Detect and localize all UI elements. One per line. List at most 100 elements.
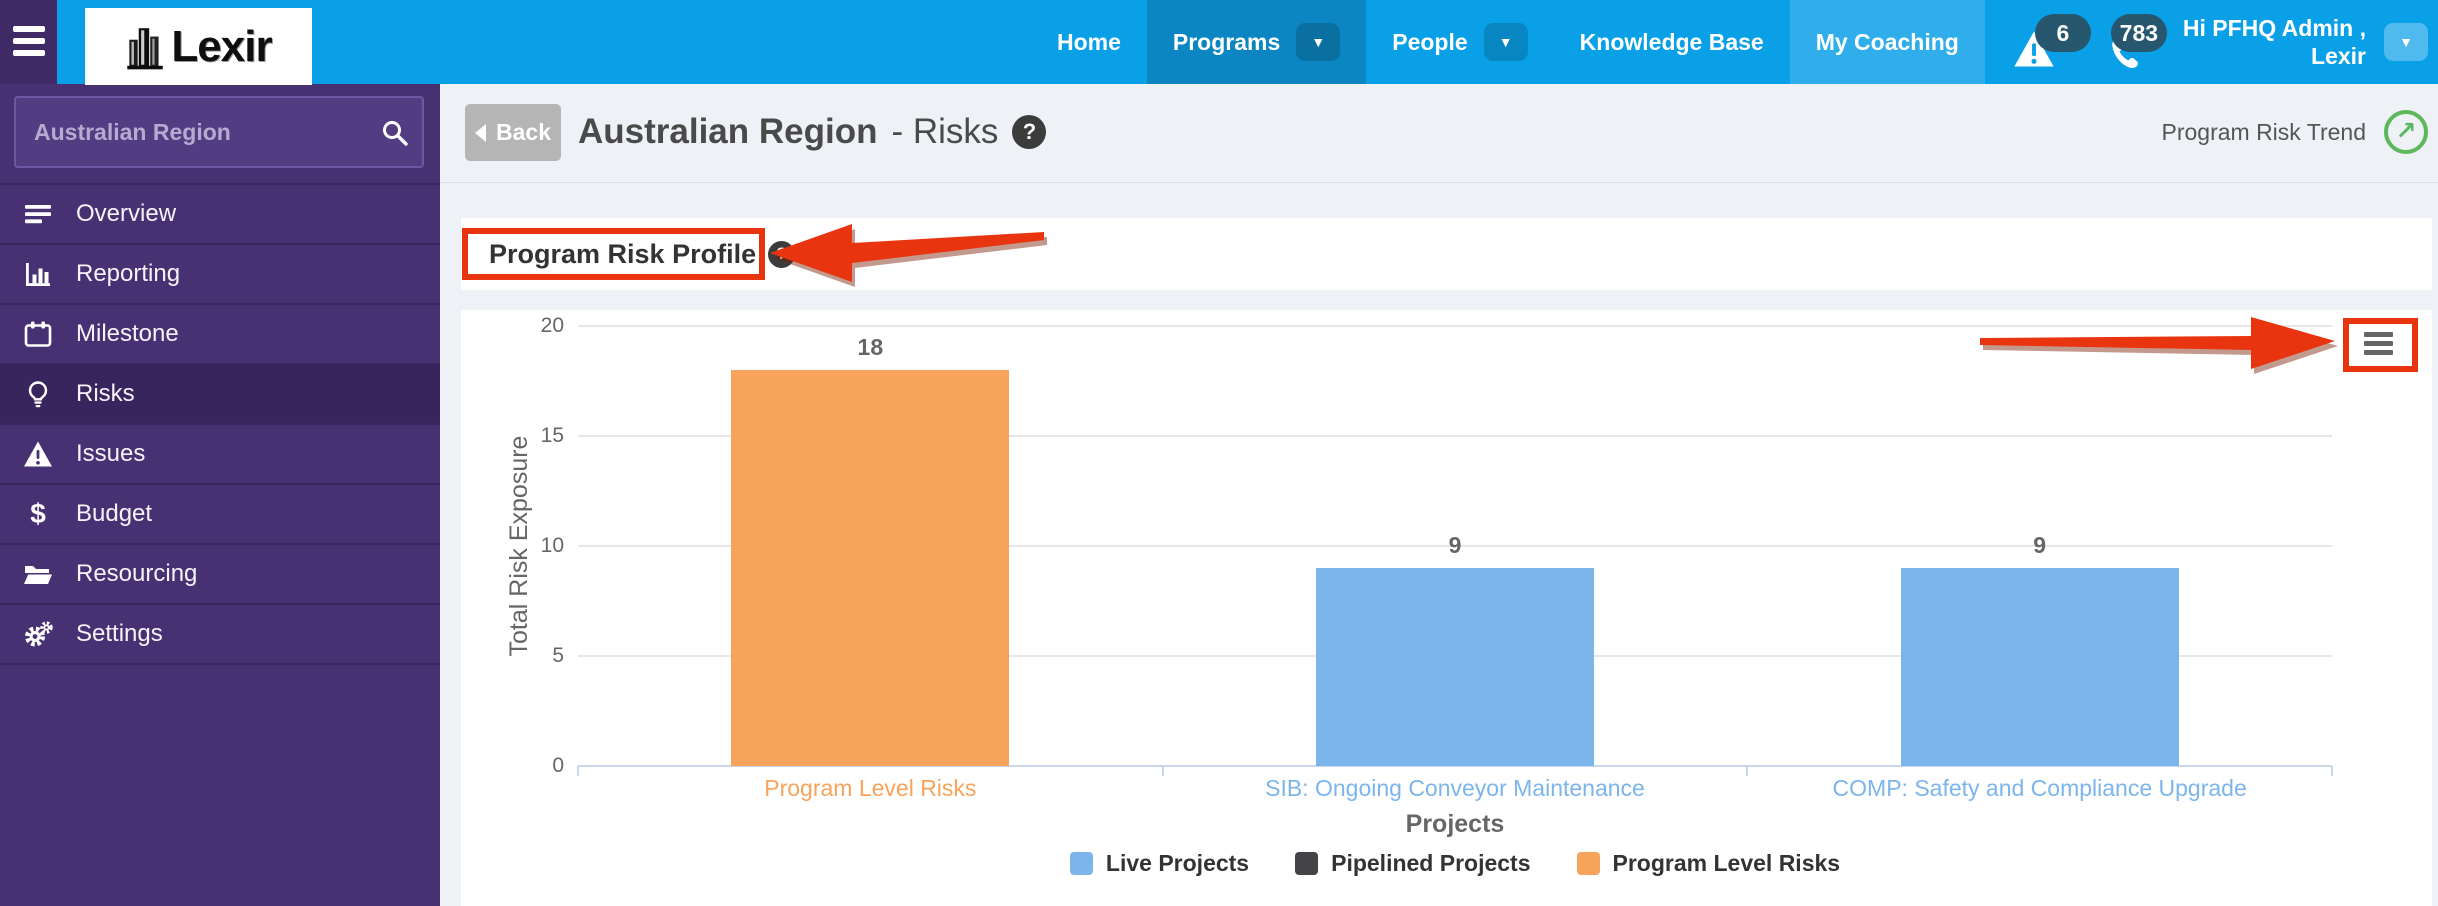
nav-item-label: People: [1392, 28, 1468, 55]
annotation-red-arrow-left: [770, 224, 1047, 287]
x-axis-tick: [1746, 766, 1749, 776]
chevron-down-icon[interactable]: [1296, 23, 1341, 61]
sidebar-item-label: Resourcing: [76, 560, 198, 587]
sidebar-item-label: Issues: [76, 440, 146, 467]
gears-icon: [0, 619, 76, 649]
nav-item-label: Programs: [1172, 28, 1281, 55]
lightbulb-icon: [0, 379, 76, 409]
program-risk-trend-label: Program Risk Trend: [2161, 118, 2366, 145]
trend-up-icon[interactable]: [2384, 110, 2428, 154]
sidebar-item-overview[interactable]: Overview: [0, 185, 440, 245]
annotation-red-arrow-right: [1980, 317, 2338, 374]
buildings-icon: [127, 27, 164, 69]
sidebar-item-budget[interactable]: Budget: [0, 485, 440, 545]
chevron-down-icon[interactable]: [1483, 23, 1528, 61]
chart-legend: Live Projects Pipelined Projects Program L…: [578, 850, 2332, 877]
program-risk-trend: Program Risk Trend: [2161, 108, 2428, 156]
sidebar-item-label: Overview: [76, 200, 177, 227]
legend-label: Program Level Risks: [1612, 850, 1841, 876]
sidebar-search: [0, 84, 440, 183]
bar[interactable]: [1316, 568, 1594, 766]
x-axis-line: [578, 765, 2332, 767]
y-tick-label: 20: [540, 314, 564, 337]
sidebar-item-label: Reporting: [76, 260, 181, 287]
legend-label: Live Projects: [1105, 850, 1250, 876]
legend-label: Pipelined Projects: [1331, 850, 1531, 876]
alerts-indicator[interactable]: 6: [2011, 0, 2091, 84]
sidebar-item-reporting[interactable]: Reporting: [0, 245, 440, 305]
sidebar-menu: Overview Reporting Milestone Risks: [0, 183, 440, 665]
bar-value-label: 18: [857, 334, 884, 360]
bar-chart-icon: [0, 259, 76, 289]
bar-value-label: 9: [2033, 532, 2047, 558]
sidebar-toggle-hamburger-icon[interactable]: [0, 0, 57, 84]
sidebar-item-risks[interactable]: Risks: [0, 365, 440, 425]
dollar-icon: [0, 498, 76, 530]
user-menu[interactable]: Hi PFHQ Admin , Lexir: [2183, 14, 2428, 70]
legend-item[interactable]: Pipelined Projects: [1295, 850, 1531, 877]
annotation-red-box-menu: [2343, 318, 2418, 372]
x-axis-tick: [2331, 766, 2333, 776]
x-axis-title: Projects: [1405, 810, 1505, 838]
category-label: COMP: Safety and Compliance Upgrade: [1832, 775, 2247, 801]
calendar-icon: [0, 319, 76, 349]
sidebar-item-resourcing[interactable]: Resourcing: [0, 545, 440, 605]
nav-item-label: Home: [1056, 28, 1121, 55]
sidebar: Overview Reporting Milestone Risks: [0, 84, 440, 906]
align-left-icon: [0, 199, 76, 229]
messages-badge: 783: [2110, 14, 2167, 52]
help-question-icon[interactable]: [768, 240, 796, 268]
nav-item-label: Knowledge Base: [1579, 28, 1764, 55]
nav-item-home[interactable]: Home: [1031, 0, 1147, 84]
brand-logo[interactable]: Lexir: [85, 8, 312, 85]
help-question-icon[interactable]: [1012, 115, 1047, 149]
chart-title-text: Program Risk Profile: [489, 238, 757, 269]
back-button[interactable]: Back: [465, 104, 561, 161]
legend-swatch: [1576, 852, 1600, 875]
nav-item-programs[interactable]: Programs: [1146, 0, 1367, 84]
warning-icon: [0, 439, 76, 469]
category-label: Program Level Risks: [764, 775, 977, 801]
y-tick-label: 15: [540, 424, 564, 447]
alerts-badge: 6: [2034, 14, 2091, 52]
folder-open-icon: [0, 559, 76, 589]
back-button-label: Back: [496, 119, 551, 145]
top-navbar: Lexir Home Programs People Knowledge Bas…: [0, 0, 2438, 85]
sidebar-item-issues[interactable]: Issues: [0, 425, 440, 485]
messages-indicator[interactable]: 783: [2097, 0, 2169, 84]
annotation-red-box-title: [462, 228, 765, 280]
header-divider: [440, 182, 2438, 183]
sidebar-item-label: Risks: [76, 380, 135, 407]
chart-title-card: Program Risk Profile: [461, 218, 2432, 290]
nav-item-knowledge-base[interactable]: Knowledge Base: [1554, 0, 1790, 84]
gridline: [578, 545, 2332, 547]
bar[interactable]: [731, 370, 1010, 766]
chart-context-menu-button[interactable]: [2357, 324, 2401, 364]
nav-indicator-icons: 6 783: [2011, 0, 2169, 84]
sidebar-item-milestone[interactable]: Milestone: [0, 305, 440, 365]
sidebar-item-label: Milestone: [76, 320, 179, 347]
user-greeting: Hi PFHQ Admin , Lexir: [2183, 14, 2366, 70]
legend-item[interactable]: Live Projects: [1069, 850, 1250, 877]
nav-item-people[interactable]: People: [1366, 0, 1553, 84]
page-title-program: Australian Region: [578, 112, 878, 151]
brand-name: Lexir: [171, 21, 272, 71]
page-title: Australian Region - Risks: [578, 100, 1047, 164]
chart-card: Total Risk Exposure Projects Live Projec…: [461, 310, 2432, 906]
nav-item-my-coaching[interactable]: My Coaching: [1789, 0, 1985, 84]
y-tick-label: 5: [552, 644, 564, 667]
bar-chart: Total Risk Exposure Projects Live Projec…: [461, 310, 2432, 906]
sidebar-item-settings[interactable]: Settings: [0, 605, 440, 665]
x-axis-tick: [577, 766, 579, 776]
y-tick-label: 0: [552, 754, 564, 777]
user-greeting-line1: Hi PFHQ Admin ,: [2182, 15, 2366, 41]
sidebar-search-input[interactable]: [14, 96, 424, 168]
bar[interactable]: [1900, 568, 2179, 766]
gridline: [578, 325, 2332, 327]
nav-menu: Home Programs People Knowledge Base My C…: [1031, 0, 2428, 84]
chevron-down-icon[interactable]: [2384, 23, 2428, 61]
legend-swatch: [1295, 852, 1319, 875]
gridline: [578, 435, 2332, 437]
legend-item[interactable]: Program Level Risks: [1576, 850, 1841, 877]
